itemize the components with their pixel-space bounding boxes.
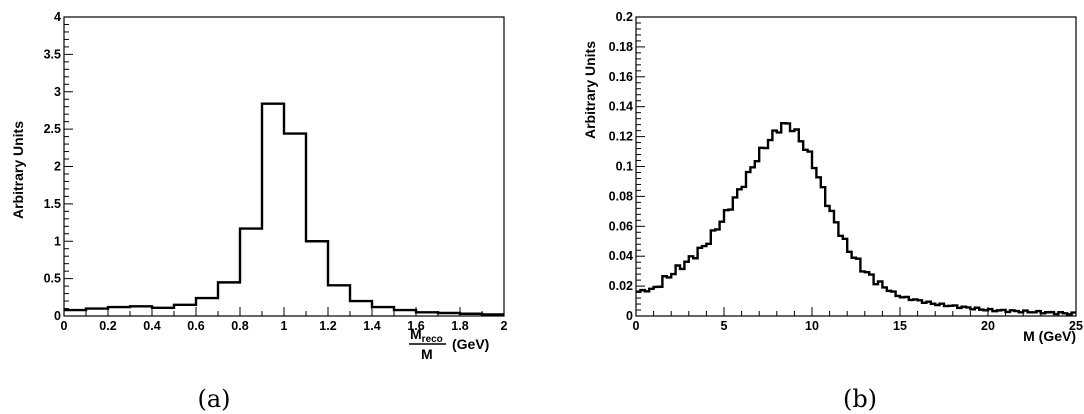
x-tick-label: 1 [281,319,288,333]
x-tick-label: 20 [981,319,995,333]
y-tick-label: 0.04 [609,249,633,263]
caption-a: (a) [197,385,230,413]
x-axis-title-a-unit: (GeV) [452,336,489,352]
y-tick-label: 2 [54,160,61,174]
y-tick-label: 3.5 [44,47,61,61]
y-tick-label: 0.18 [609,40,633,54]
x-tick-label: 1.6 [407,319,424,333]
y-tick-label: 0.06 [609,219,633,233]
y-tick-label: 0.12 [609,130,633,144]
x-tick-label: 0.2 [99,319,116,333]
y-tick-label: 0.5 [44,272,61,286]
x-tick-label: 10 [805,319,819,333]
x-axis-title-a-sub: reco [422,334,443,345]
x-tick-label: 1.2 [319,319,336,333]
y-tick-label: 3 [54,85,61,99]
y-tick-label: 0.16 [609,70,633,84]
x-tick-label: 15 [893,319,907,333]
y-tick-label: 0.2 [616,10,633,24]
x-tick-label: 0 [633,319,640,333]
caption-b: (b) [843,385,877,413]
plot-frame-b [635,16,1077,317]
x-axis-title-a-numerator: Mreco [410,326,443,345]
y-tick-label: 0.1 [616,160,633,174]
tick-marks-a [63,16,505,317]
x-tick-label: 2 [501,319,508,333]
y-axis-title-b: Arbitrary Units [582,41,598,139]
x-tick-labels-b: 0 5 10 15 20 25 [633,319,1083,333]
x-tick-label: 0 [61,319,68,333]
x-axis-title-b: M (GeV) [1023,328,1076,344]
histogram-series-a [64,102,504,316]
histogram-panel-b: 0 5 10 15 20 25 00.020.040.060.080.10.120.140… [582,10,1083,413]
y-tick-label: 0 [626,309,633,323]
plot-frame-a [63,16,505,317]
x-axis-title-a-m: M [410,326,422,342]
x-tick-label: 0.4 [143,319,160,333]
x-tick-labels-a: 0 0.2 0.4 0.6 0.8 1 1.2 1.4 1.6 1.8 2 [61,319,508,333]
histogram-panel-a: 0 0.2 0.4 0.6 0.8 1 1.2 1.4 1.6 1.8 2 0 0.5 1 1.5 2 2.5… [10,10,508,413]
y-tick-label: 0.08 [609,189,633,203]
x-tick-label: 0.6 [187,319,204,333]
y-tick-label: 0 [54,309,61,323]
x-axis-title-a-denominator: M [421,346,433,362]
histogram-series-b [636,122,1076,316]
y-tick-label: 0.14 [609,100,633,114]
y-axis-title-a: Arbitrary Units [10,121,26,219]
x-tick-label: 1.4 [363,319,380,333]
y-tick-label: 2.5 [44,122,61,136]
y-tick-labels-b: 0 0.02 0.04 0.06 0.08 0.1 0.12 0.14 0.16 0.18 0.2 [609,10,633,323]
y-tick-label: 0.02 [609,279,633,293]
tick-marks-b [635,16,1077,317]
y-tick-label: 1 [54,234,61,248]
x-tick-label: 5 [721,319,728,333]
y-tick-label: 4 [54,10,61,24]
x-tick-label: 25 [1069,319,1083,333]
y-tick-labels-a: 0 0.5 1 1.5 2 2.5 3 3.5 4 [44,10,61,323]
x-tick-label: 1.8 [451,319,468,333]
y-tick-label: 1.5 [44,197,61,211]
x-axis-title-a: Mreco M (GeV) [409,326,489,362]
x-tick-label: 0.8 [231,319,248,333]
